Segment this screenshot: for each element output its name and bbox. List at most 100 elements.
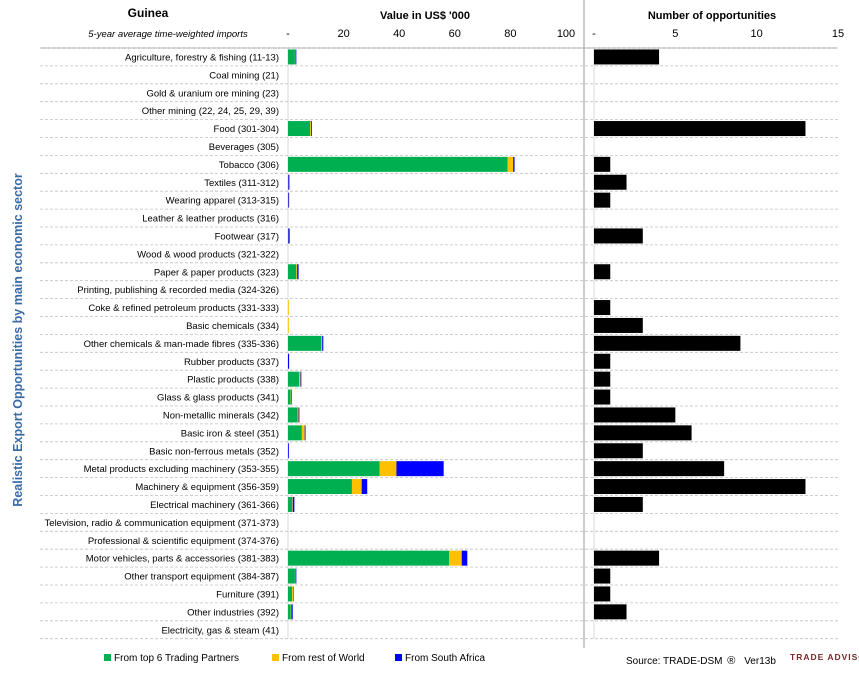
count-bar [594,317,643,333]
version-label: Ver13b [744,656,776,667]
value-bar-segment [288,371,300,387]
category-label: Tobacco (306) [219,160,279,171]
value-bar-segment [288,335,322,351]
count-bar [594,425,692,441]
source-label: Source: TRADE-DSM [626,656,723,667]
value-bar-segment [379,461,397,477]
count-bar [594,264,611,280]
legend-label-rest-of-world: From rest of World [282,653,365,664]
logo-text: TRADE ADVISORY [790,652,859,662]
count-bar [594,479,806,495]
legend-swatch-south-africa [395,654,402,661]
value-bar-segment [288,389,291,405]
value-bar-segment [288,496,293,512]
count-bar [594,228,643,244]
value-bar-segment [295,49,297,65]
category-label: Footwear (317) [215,231,279,242]
value-bar-segment [294,568,296,584]
category-label: Other transport equipment (384-387) [124,572,279,583]
value-bar-segment [288,317,289,333]
value-axis-tick-label: 100 [557,28,575,40]
category-label: Motor vehicles, parts & accessories (381… [86,554,279,565]
category-label: Wood & wood products (321-322) [137,249,279,260]
count-bar [594,300,611,316]
category-label: Agriculture, forestry & fishing (11-13) [125,52,279,63]
count-bar [594,461,725,477]
count-bar [594,443,643,459]
count-bar [594,353,611,369]
value-bar-segment [291,389,292,405]
category-label: Basic iron & steel (351) [181,428,279,439]
category-labels: Agriculture, forestry & fishing (11-13) C… [45,52,279,636]
value-bar-segment [322,335,324,351]
count-bar [594,174,627,190]
count-bar [594,550,660,566]
count-bar [594,568,611,584]
country-title: Guinea [128,6,169,20]
value-axis-tick-label: 40 [393,28,405,40]
legend: From top 6 Trading Partners From rest of… [104,653,485,664]
count-bar [594,156,611,172]
count-axis-tick-label: 5 [672,28,678,40]
value-bar-segment [298,407,300,423]
value-axis-tick-label: 20 [337,28,349,40]
category-label: Basic non-ferrous metals (352) [149,446,279,457]
value-bar-segment [300,371,302,387]
category-label: Electrical machinery (361-366) [150,500,279,511]
category-label: Machinery & equipment (356-359) [135,482,279,493]
count-bar [594,335,741,351]
count-bar [594,496,643,512]
value-bar-segment [361,479,368,495]
value-bar-segment [311,121,312,137]
category-label: Plastic products (338) [187,375,279,386]
category-label: Food (301-304) [214,124,279,135]
value-bar-segment [288,443,289,459]
value-bar-segment [288,586,293,602]
count-axis-tick-label: - [592,28,596,40]
category-label: Professional & scientific equipment (374… [88,536,279,547]
value-bar-segment [461,550,468,566]
count-bar [594,121,806,137]
value-bar-segment [288,228,290,244]
value-bar-segment [288,300,289,316]
category-label: Printing, publishing & recorded media (3… [77,285,279,296]
value-bar-segment [295,568,297,584]
count-bar [594,389,611,405]
value-bar-segment [290,389,292,405]
value-axis-tick-label: - [286,28,290,40]
value-bar-segment [513,156,515,172]
category-label: Paper & paper products (323) [154,267,279,278]
value-bar-segment [288,479,352,495]
grid-layer [40,0,838,648]
category-label: Coke & refined petroleum products (331-3… [88,303,279,314]
value-bar-segment [288,407,298,423]
category-label: Textiles (311-312) [204,178,279,189]
count-bar [594,586,611,602]
registered-mark: ® [727,655,735,667]
value-bar-segment [288,121,311,137]
category-label: Other chemicals & man-made fibres (335-3… [84,339,279,350]
value-bar-segment [507,156,514,172]
value-bar-segment [290,604,292,620]
value-axis-tick-label: 80 [504,28,516,40]
category-label: Coal mining (21) [209,70,279,81]
value-bar-segment [310,121,312,137]
value-bar-segment [288,461,380,477]
count-bar [594,407,676,423]
legend-label-top6: From top 6 Trading Partners [114,653,239,664]
ticks-layer: - 20 40 60 80 100 - 5 10 15 [286,28,844,40]
count-bar [594,192,611,208]
count-chart-title: Number of opportunities [648,10,776,22]
value-bar-segment [288,264,297,280]
count-axis-tick-label: 10 [751,28,763,40]
category-label: Wearing apparel (313-315) [166,196,279,207]
category-label: Gold & uranium ore mining (23) [146,88,279,99]
category-label: Beverages (305) [209,142,279,153]
trade-advisory-logo: TRADE ADVISORY [790,652,859,662]
value-bar-segment [297,264,299,280]
value-bar-segment [288,604,291,620]
count-bar [594,371,611,387]
legend-label-south-africa: From South Africa [405,653,485,664]
value-chart-title: Value in US$ '000 [380,10,470,22]
